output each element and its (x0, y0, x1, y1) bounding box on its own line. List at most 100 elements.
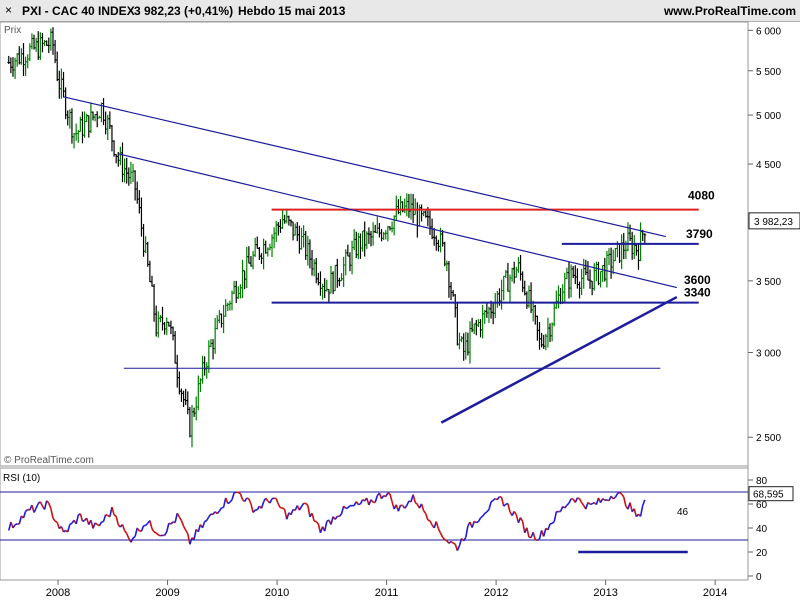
trendline (440, 295, 678, 424)
rsi-segment (134, 527, 139, 537)
rsi-segment (397, 505, 402, 512)
last-price-box (748, 212, 800, 230)
rsi-segment (48, 502, 52, 509)
rsi-segment (153, 531, 157, 534)
rsi-segment (374, 495, 379, 503)
rsi-segment (82, 519, 85, 523)
rsi-segment (233, 491, 237, 494)
rsi-segment (568, 498, 572, 504)
rsi-segment (182, 525, 187, 531)
rsi-segment (260, 501, 265, 509)
rsi-segment (494, 497, 498, 501)
rsi-segment (490, 499, 494, 503)
rsi-segment (358, 503, 361, 506)
rsi-line (7, 491, 646, 551)
rsi-segment (521, 521, 526, 533)
rsi-segment (132, 535, 136, 539)
rsi-segment (639, 505, 644, 517)
rsi-y-tick-label: 40 (756, 524, 768, 535)
rsi-segment (387, 492, 391, 495)
rsi-segment (577, 497, 580, 500)
rsi-segment (385, 492, 389, 498)
rsi-segment (591, 501, 595, 505)
rsi-segment (201, 521, 206, 529)
rsi-segment (290, 509, 294, 515)
rsi-segment (197, 524, 202, 532)
rsi-segment (7, 521, 12, 531)
rsi-segment (50, 508, 54, 519)
quote-label: 3 982,23 (+0,41%) (134, 4, 234, 18)
rsi-segment (25, 508, 29, 512)
rsi-segment (35, 503, 39, 509)
rsi-segment (477, 517, 482, 523)
rsi-segment (227, 501, 231, 505)
rsi-segment (92, 522, 96, 529)
rsi-segment (111, 506, 115, 516)
rsi-segment (286, 512, 290, 520)
rsi-segment (347, 505, 351, 509)
rsi-segment (170, 521, 174, 525)
rsi-segment (96, 523, 100, 527)
rsi-segment (275, 498, 280, 505)
rsi-segment (442, 536, 446, 541)
rsi-segment (277, 503, 282, 509)
rsi-segment (500, 497, 505, 507)
rsi-segment (140, 525, 145, 532)
rsi-segment (564, 504, 568, 509)
rsi-segment (115, 516, 120, 525)
rsi-segment (69, 522, 73, 526)
price-y-tick-label: 4 500 (756, 160, 781, 171)
rsi-segment (566, 502, 570, 506)
rsi-segment (283, 509, 288, 520)
rsi-segment (425, 513, 429, 521)
rsi-segment (46, 500, 50, 504)
x-tick-label: 2012 (484, 587, 508, 599)
rsi-segment (18, 515, 23, 525)
watermark: © ProRealTime.com (4, 455, 94, 466)
rsi-segment (184, 529, 189, 535)
rsi-segment (444, 538, 448, 542)
rsi-segment (43, 500, 48, 510)
rsi-segment (123, 530, 128, 534)
rsi-segment (130, 537, 134, 543)
rsi-segment (380, 495, 385, 500)
x-tick-label: 2013 (593, 587, 617, 599)
symbol-label: PXI - CAC 40 INDEX (22, 4, 135, 18)
rsi-segment (547, 523, 551, 531)
rsi-segment (614, 493, 619, 498)
rsi-y-tick-label: 20 (756, 548, 768, 559)
rsi-segment (189, 537, 193, 545)
close-icon[interactable]: × (4, 3, 12, 17)
rsi-segment (168, 522, 172, 525)
rsi-segment (368, 499, 372, 506)
price-axis-title: Prix (4, 25, 21, 36)
rsi-segment (612, 496, 616, 500)
rsi-segment (362, 498, 366, 502)
trendline (63, 96, 666, 238)
rsi-segment (300, 502, 305, 508)
rsi-segment (208, 513, 212, 518)
last-price-label: 3 982,23 (754, 217, 793, 228)
rsi-segment (149, 520, 153, 529)
rsi-segment (406, 500, 410, 506)
price-y-tick-label: 3 500 (756, 277, 781, 288)
site-label[interactable]: www.ProRealTime.com (663, 4, 796, 18)
rsi-segment (224, 497, 229, 504)
rsi-segment (553, 511, 558, 522)
rsi-segment (435, 521, 440, 529)
rsi-segment (121, 524, 126, 531)
rsi-segment (313, 520, 317, 523)
rsi-segment (580, 502, 585, 506)
rsi-segment (27, 508, 31, 511)
rsi-segment (383, 494, 387, 498)
rsi-segment (482, 513, 486, 517)
rsi-segment (163, 531, 168, 536)
rsi-segment (102, 514, 107, 522)
rsi-segment (450, 540, 454, 544)
x-tick-label: 2010 (265, 587, 289, 599)
rsi-segment (420, 503, 425, 511)
rsi-segment (536, 538, 540, 542)
rsi-segment (507, 503, 511, 513)
rsi-segment (216, 510, 220, 515)
